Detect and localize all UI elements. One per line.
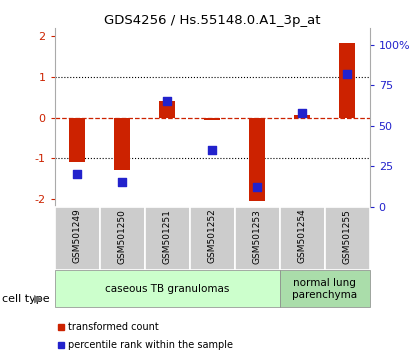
Title: GDS4256 / Hs.55148.0.A1_3p_at: GDS4256 / Hs.55148.0.A1_3p_at — [104, 14, 320, 27]
Text: GSM501254: GSM501254 — [298, 209, 307, 263]
Bar — [159, 101, 175, 118]
Bar — [249, 118, 265, 201]
Point — [74, 171, 81, 177]
Point — [119, 179, 126, 185]
Bar — [294, 115, 310, 118]
Bar — [55, 270, 280, 307]
Text: ▶: ▶ — [34, 294, 43, 304]
Point — [164, 98, 171, 104]
Bar — [280, 270, 370, 307]
Bar — [100, 207, 144, 270]
Bar — [144, 207, 189, 270]
Text: GSM501255: GSM501255 — [343, 209, 352, 263]
Bar — [69, 118, 85, 162]
Bar — [339, 42, 355, 118]
Bar — [55, 207, 100, 270]
Point — [209, 147, 215, 153]
Bar — [189, 207, 235, 270]
Text: cell type: cell type — [2, 294, 50, 304]
Text: caseous TB granulomas: caseous TB granulomas — [105, 284, 229, 294]
Point — [254, 184, 260, 190]
Text: percentile rank within the sample: percentile rank within the sample — [68, 341, 233, 350]
Text: GSM501250: GSM501250 — [118, 209, 126, 263]
Bar — [204, 118, 220, 120]
Bar — [280, 207, 325, 270]
Point — [344, 71, 350, 76]
Text: GSM501251: GSM501251 — [163, 209, 172, 263]
Point — [299, 110, 305, 115]
Text: transformed count: transformed count — [68, 322, 159, 332]
Text: GSM501249: GSM501249 — [73, 209, 81, 263]
Bar — [235, 207, 280, 270]
Bar — [114, 118, 130, 170]
Text: GSM501252: GSM501252 — [207, 209, 217, 263]
Text: GSM501253: GSM501253 — [252, 209, 262, 263]
Bar — [325, 207, 370, 270]
Text: normal lung
parenchyma: normal lung parenchyma — [292, 278, 357, 299]
